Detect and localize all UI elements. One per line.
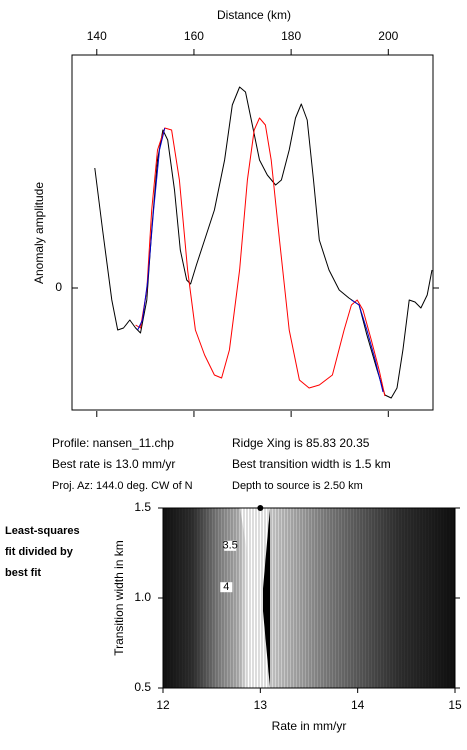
- x-axis-label: Rate in mm/yr: [272, 719, 347, 733]
- y-tick-label: 1.0: [134, 590, 151, 604]
- x-tick-label: 160: [184, 29, 204, 43]
- info-line: Profile: nansen_11.chp: [52, 436, 174, 450]
- contour-label-box: [220, 582, 233, 593]
- info-line: Proj. Az: 144.0 deg. CW of N: [52, 480, 193, 492]
- y-tick-label: 0.5: [134, 680, 151, 694]
- contour-label-box: [224, 540, 237, 551]
- contour-lines: [163, 508, 455, 688]
- info-line: Depth to source is 2.50 km: [232, 480, 363, 492]
- y-tick-label: 1.5: [134, 500, 151, 514]
- x-tick-label: 140: [87, 29, 107, 43]
- x-tick-label: 13: [254, 698, 268, 712]
- x-tick-label: 15: [448, 698, 462, 712]
- x-tick-label: 14: [351, 698, 365, 712]
- contour-chart: Rate in mm/yr Transition width in km 12 1…: [5, 500, 462, 733]
- side-label: fit divided by: [5, 546, 74, 558]
- data-line: [94, 86, 433, 399]
- x-tick-label: 200: [378, 29, 398, 43]
- x-tick-label: 12: [156, 698, 170, 712]
- contour-label: 3.5: [223, 540, 238, 552]
- y-axis-label: Anomaly amplitude: [32, 182, 46, 284]
- contour-label: 4: [223, 581, 229, 593]
- y-axis-label: Transition width in km: [112, 540, 126, 656]
- data-line: [135, 117, 386, 397]
- info-text: Profile: nansen_11.chp Best rate is 13.0 …: [52, 436, 391, 492]
- info-line: Best transition width is 1.5 km: [232, 457, 391, 471]
- info-line: Best rate is 13.0 mm/yr: [52, 457, 175, 471]
- info-line: Ridge Xing is 85.83 20.35: [232, 436, 370, 450]
- side-label: Least-squares: [5, 525, 80, 537]
- y-tick-label: 0: [55, 280, 62, 294]
- plot-frame: [71, 54, 434, 411]
- x-axis-label: Distance (km): [217, 8, 291, 22]
- profile-chart: Distance (km) Anomaly amplitude 140 160 18…: [32, 8, 439, 417]
- data-line: [137, 127, 384, 393]
- side-label: best fit: [5, 567, 41, 579]
- best-fit-point: [257, 505, 264, 511]
- x-tick-label: 180: [281, 29, 301, 43]
